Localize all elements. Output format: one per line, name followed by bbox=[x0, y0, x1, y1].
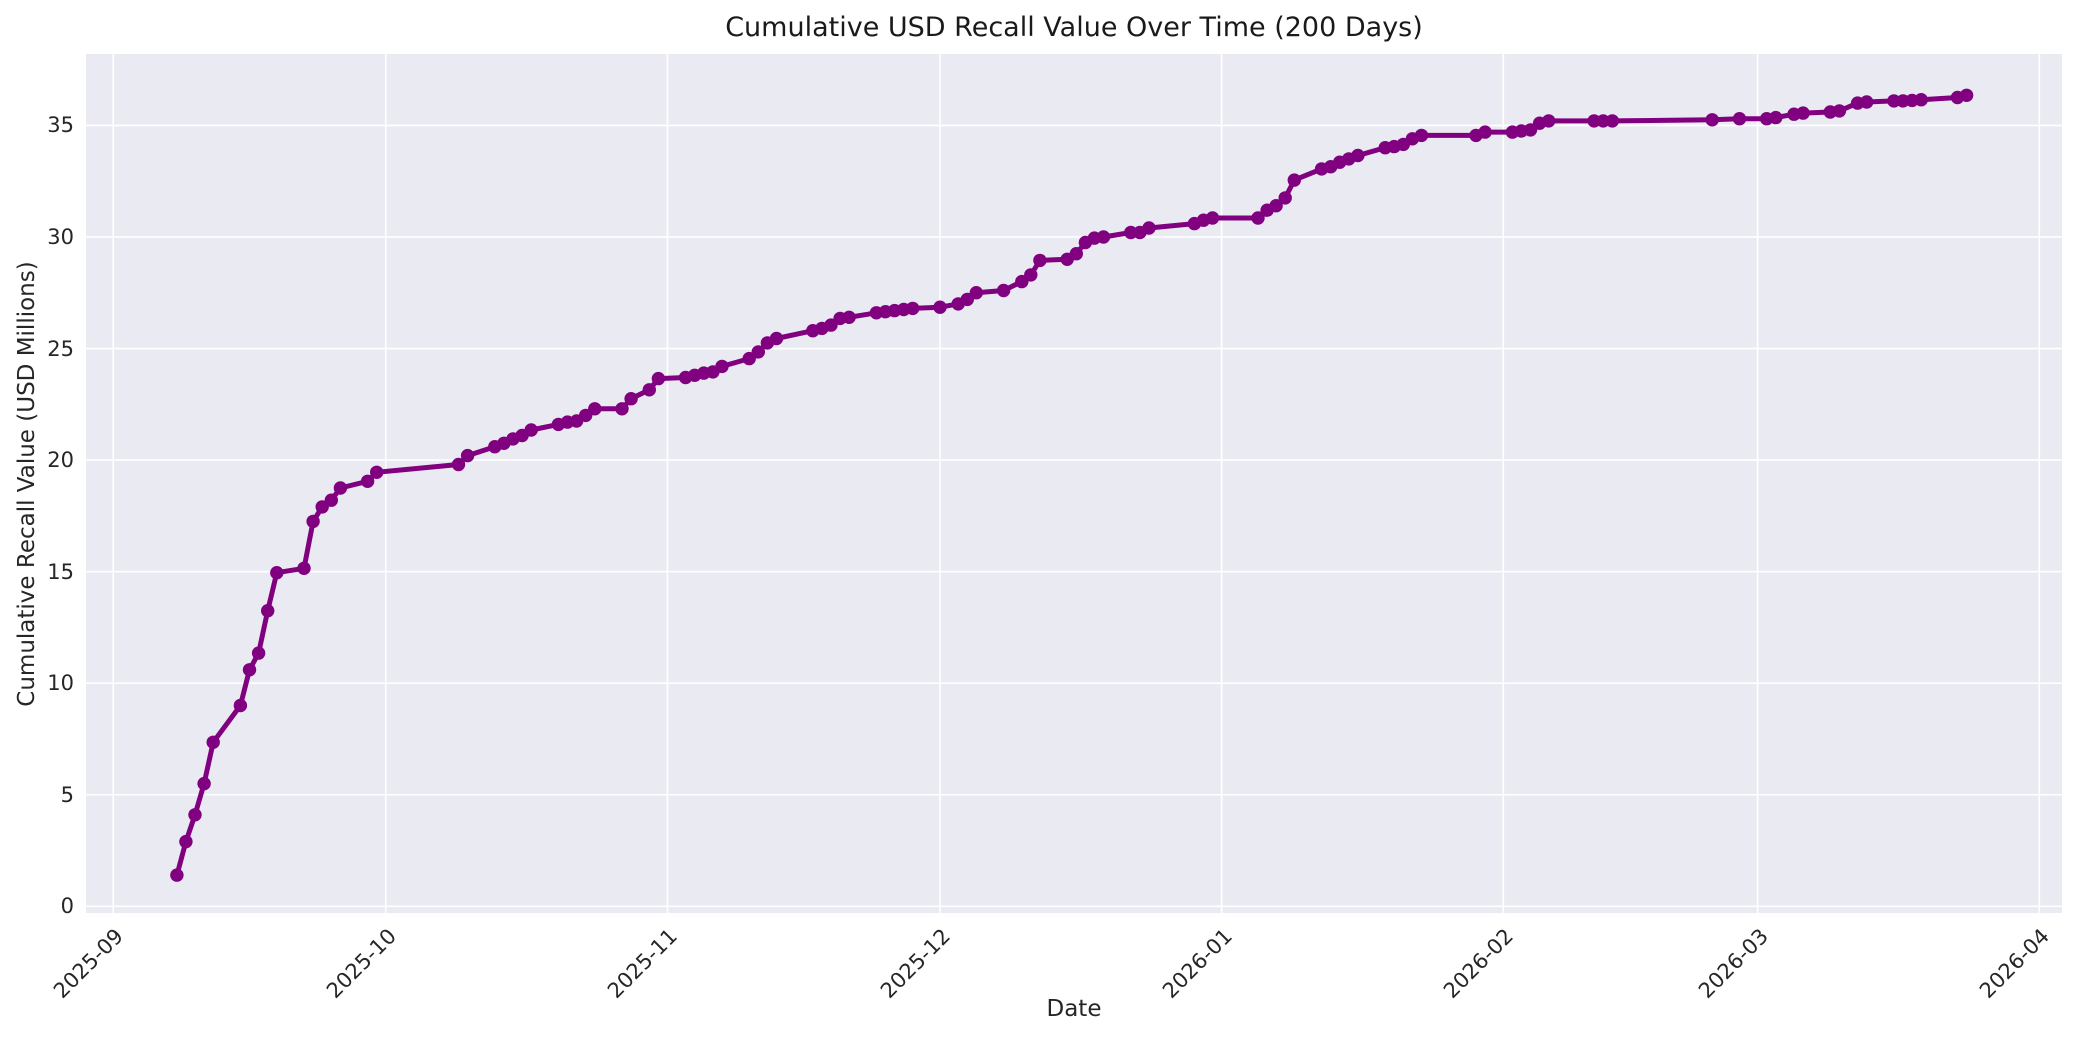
data-point-marker bbox=[1959, 88, 1974, 102]
data-point-marker bbox=[233, 698, 248, 713]
data-point-marker bbox=[615, 402, 629, 416]
data-point-marker bbox=[360, 474, 375, 488]
y-tick-label: 25 bbox=[47, 336, 74, 361]
data-point-marker bbox=[1069, 247, 1083, 261]
data-point-marker bbox=[624, 392, 638, 406]
data-point-marker bbox=[1351, 148, 1365, 163]
y-tick-label: 35 bbox=[47, 113, 74, 138]
series-line bbox=[174, 92, 1970, 878]
plot-area bbox=[86, 54, 2062, 913]
line-chart-svg bbox=[86, 54, 2062, 913]
data-point-marker bbox=[1205, 211, 1220, 225]
data-point-marker bbox=[370, 465, 384, 479]
data-point-marker bbox=[251, 646, 266, 660]
x-tick-label: 2026-01 bbox=[1157, 924, 1237, 1004]
chart-title: Cumulative USD Recall Value Over Time (2… bbox=[725, 12, 1423, 43]
data-point-marker bbox=[1542, 114, 1556, 128]
data-point-marker bbox=[1860, 95, 1874, 109]
data-point-marker bbox=[1142, 221, 1156, 235]
x-tick-label: 2025-11 bbox=[603, 924, 683, 1004]
data-point-marker bbox=[333, 481, 348, 495]
data-point-marker bbox=[1287, 173, 1302, 187]
y-axis-label: Cumulative Recall Value (USD Millions) bbox=[14, 261, 40, 707]
data-point-marker bbox=[1278, 191, 1292, 205]
data-point-marker bbox=[769, 331, 784, 346]
gridlines bbox=[86, 54, 2062, 913]
data-point-marker bbox=[242, 663, 257, 677]
x-axis-label: Date bbox=[1046, 996, 1102, 1022]
data-point-marker bbox=[906, 301, 920, 316]
data-point-marker bbox=[1033, 253, 1047, 268]
data-point-marker bbox=[451, 457, 466, 472]
x-tick-label: 2026-04 bbox=[1975, 924, 2055, 1004]
data-point-marker bbox=[197, 776, 211, 791]
data-point-marker bbox=[306, 514, 320, 529]
data-point-marker bbox=[642, 383, 656, 397]
data-point-marker bbox=[1096, 230, 1111, 244]
y-tick-label: 10 bbox=[47, 671, 74, 696]
data-point-marker bbox=[261, 604, 275, 618]
data-point-marker bbox=[933, 300, 947, 314]
data-point-marker bbox=[996, 283, 1011, 298]
y-tick-label: 5 bbox=[60, 782, 74, 807]
data-point-marker bbox=[297, 561, 311, 575]
y-tick-label: 30 bbox=[47, 224, 74, 249]
data-point-marker bbox=[1832, 104, 1847, 118]
data-point-marker bbox=[1769, 110, 1783, 125]
data-point-marker bbox=[969, 286, 983, 300]
data-point-marker bbox=[1605, 114, 1620, 128]
data-point-marker bbox=[1732, 112, 1747, 126]
y-tick-label: 0 bbox=[60, 894, 74, 919]
data-point-marker bbox=[1024, 268, 1038, 282]
data-point-marker bbox=[1914, 93, 1928, 107]
data-point-marker bbox=[1705, 113, 1719, 127]
data-point-marker bbox=[588, 402, 602, 416]
data-point-marker bbox=[179, 834, 193, 849]
x-tick-label: 2025-10 bbox=[321, 924, 401, 1004]
data-point-marker bbox=[188, 808, 202, 822]
data-point-marker bbox=[1414, 128, 1429, 143]
data-point-marker bbox=[715, 359, 729, 374]
data-point-marker bbox=[1269, 199, 1283, 213]
data-point-marker bbox=[170, 868, 184, 882]
data-point-marker bbox=[842, 310, 856, 324]
data-point-marker bbox=[1796, 106, 1810, 120]
x-tick-label: 2025-09 bbox=[49, 924, 129, 1004]
data-markers bbox=[170, 88, 1974, 882]
x-tick-label: 2025-12 bbox=[875, 924, 955, 1004]
y-tick-label: 20 bbox=[47, 448, 74, 473]
data-point-marker bbox=[1478, 125, 1492, 139]
data-point-marker bbox=[651, 371, 666, 386]
data-point-marker bbox=[206, 735, 220, 749]
x-tick-label: 2026-02 bbox=[1439, 924, 1519, 1004]
data-point-marker bbox=[324, 493, 338, 507]
data-point-marker bbox=[270, 566, 284, 580]
data-point-marker bbox=[1251, 211, 1265, 225]
data-point-marker bbox=[751, 345, 765, 359]
y-tick-label: 15 bbox=[47, 559, 74, 584]
x-tick-label: 2026-03 bbox=[1693, 924, 1773, 1004]
data-point-marker bbox=[524, 423, 538, 437]
data-point-marker bbox=[460, 448, 475, 463]
